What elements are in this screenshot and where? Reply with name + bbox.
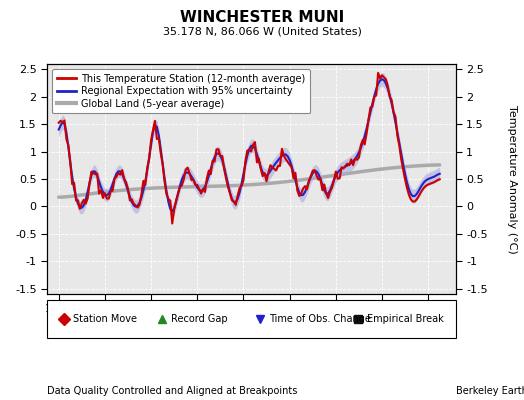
Text: Berkeley Earth: Berkeley Earth: [456, 386, 524, 396]
Y-axis label: Temperature Anomaly (°C): Temperature Anomaly (°C): [507, 105, 517, 253]
Text: WINCHESTER MUNI: WINCHESTER MUNI: [180, 10, 344, 25]
Text: Time of Obs. Change: Time of Obs. Change: [269, 314, 370, 324]
Text: Station Move: Station Move: [72, 314, 136, 324]
Legend: This Temperature Station (12-month average), Regional Expectation with 95% uncer: This Temperature Station (12-month avera…: [52, 69, 310, 114]
Text: 35.178 N, 86.066 W (United States): 35.178 N, 86.066 W (United States): [162, 26, 362, 36]
Text: Record Gap: Record Gap: [171, 314, 227, 324]
Text: Data Quality Controlled and Aligned at Breakpoints: Data Quality Controlled and Aligned at B…: [47, 386, 298, 396]
Text: Empirical Break: Empirical Break: [367, 314, 443, 324]
